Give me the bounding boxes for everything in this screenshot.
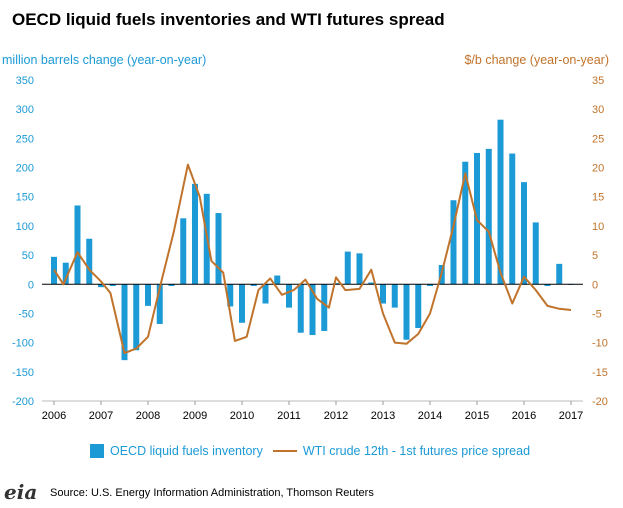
inventory-bar <box>86 238 93 285</box>
inventory-bar <box>344 251 351 285</box>
right-tick-label: 25 <box>592 133 604 145</box>
right-tick-label: 15 <box>592 192 604 204</box>
left-tick-label: 150 <box>16 192 34 204</box>
inventory-bar <box>133 284 140 351</box>
inventory-bar <box>532 222 539 285</box>
left-tick-label: 100 <box>16 221 34 233</box>
inventory-bar <box>356 253 363 285</box>
inventory-bar <box>156 284 163 324</box>
inventory-bar <box>192 183 198 285</box>
inventory-bar <box>462 161 469 285</box>
left-tick-label: 50 <box>22 250 34 262</box>
inventory-bar <box>121 284 128 361</box>
x-tick-label: 2017 <box>559 410 583 422</box>
left-tick-label: -200 <box>12 396 34 408</box>
right-tick-label: 30 <box>592 104 604 116</box>
inventory-bar <box>250 284 257 287</box>
left-axis-label: million barrels change (year-on-year) <box>2 53 207 67</box>
eia-logo: eia <box>4 480 38 504</box>
x-tick-label: 2007 <box>89 410 113 422</box>
inventory-bar <box>227 284 234 307</box>
x-axis-ticks: 2006 2007 2008 2009 2010 2011 2012 2013 2014 2015… <box>42 401 583 422</box>
left-tick-label: -150 <box>12 367 34 379</box>
legend-line-swatch <box>272 450 297 452</box>
inventory-bar <box>180 218 187 285</box>
x-tick-label: 2008 <box>136 410 160 422</box>
inventory-bar <box>239 284 245 323</box>
right-tick-label: 5 <box>592 250 598 262</box>
inventory-bar <box>321 284 328 331</box>
left-tick-label: 200 <box>16 163 34 175</box>
footer: eia Source: U.S. Energy Information Admi… <box>0 478 623 508</box>
x-tick-label: 2014 <box>418 410 442 422</box>
legend-bar-swatch <box>90 444 104 458</box>
inventory-bar <box>450 200 457 285</box>
inventory-bar <box>274 275 281 285</box>
legend-label-inventory: OECD liquid fuels inventory <box>110 444 263 458</box>
inventory-bar <box>145 284 151 306</box>
right-tick-label: -10 <box>592 338 608 350</box>
inventory-bar <box>333 283 339 285</box>
inventory-bar <box>556 263 563 285</box>
right-tick-label: 35 <box>592 75 604 87</box>
inventory-bar <box>497 119 504 285</box>
x-tick-label: 2016 <box>512 410 536 422</box>
right-tick-label: 0 <box>592 279 598 291</box>
x-tick-label: 2013 <box>371 410 395 422</box>
left-tick-label: -100 <box>12 338 34 350</box>
source-note: Source: U.S. Energy Information Administ… <box>50 487 374 499</box>
right-tick-label: -15 <box>592 367 608 379</box>
inventory-bar <box>309 284 316 336</box>
inventory-bar <box>485 148 492 285</box>
x-tick-label: 2011 <box>277 410 301 422</box>
left-axis-ticks: 350 300 250 200 150 100 50 0 -50 -100 -150 -200 <box>12 75 34 408</box>
chart-title: OECD liquid fuels inventories and WTI fu… <box>12 10 445 29</box>
inventory-bar <box>380 284 386 304</box>
inventory-bar <box>109 284 116 287</box>
legend: OECD liquid fuels inventory WTI crude 12… <box>90 444 530 458</box>
x-tick-label: 2012 <box>324 410 348 422</box>
right-axis-ticks: 35 30 25 20 15 10 5 0 -5 -10 -15 -20 <box>592 75 608 408</box>
inventory-bar <box>509 153 516 285</box>
inventory-bar <box>168 284 175 287</box>
legend-label-spread: WTI crude 12th - 1st futures price sprea… <box>302 444 531 458</box>
inventory-bar <box>286 284 292 308</box>
x-tick-label: 2015 <box>465 410 489 422</box>
inventory-bar <box>74 205 81 285</box>
inventory-bar <box>391 284 398 308</box>
right-axis-label: $/b change (year-on-year) <box>464 53 609 67</box>
inventory-bar <box>215 213 222 285</box>
x-tick-label: 2009 <box>183 410 207 422</box>
inventory-bar <box>521 182 527 285</box>
left-tick-label: -50 <box>18 308 34 320</box>
x-tick-label: 2010 <box>230 410 254 422</box>
left-tick-label: 300 <box>16 104 34 116</box>
left-tick-label: 350 <box>16 75 34 87</box>
right-tick-label: 10 <box>592 221 604 233</box>
left-tick-label: 250 <box>16 133 34 145</box>
inventory-bar <box>368 282 375 285</box>
spread-line <box>53 163 572 355</box>
inventory-bar <box>98 284 104 288</box>
inventory-bar <box>297 284 304 333</box>
bar-series <box>51 119 574 361</box>
left-tick-label: 0 <box>28 279 34 291</box>
line-series <box>53 163 572 355</box>
right-tick-label: 20 <box>592 163 604 175</box>
inventory-bar <box>544 284 551 287</box>
inventory-bar <box>262 284 269 304</box>
inventory-bar <box>62 262 69 285</box>
right-tick-label: -5 <box>592 308 602 320</box>
inventory-bar <box>415 284 422 329</box>
inventory-bar <box>403 284 410 340</box>
right-tick-label: -20 <box>592 396 608 408</box>
x-tick-label: 2006 <box>42 410 66 422</box>
inventory-bar <box>427 284 433 287</box>
